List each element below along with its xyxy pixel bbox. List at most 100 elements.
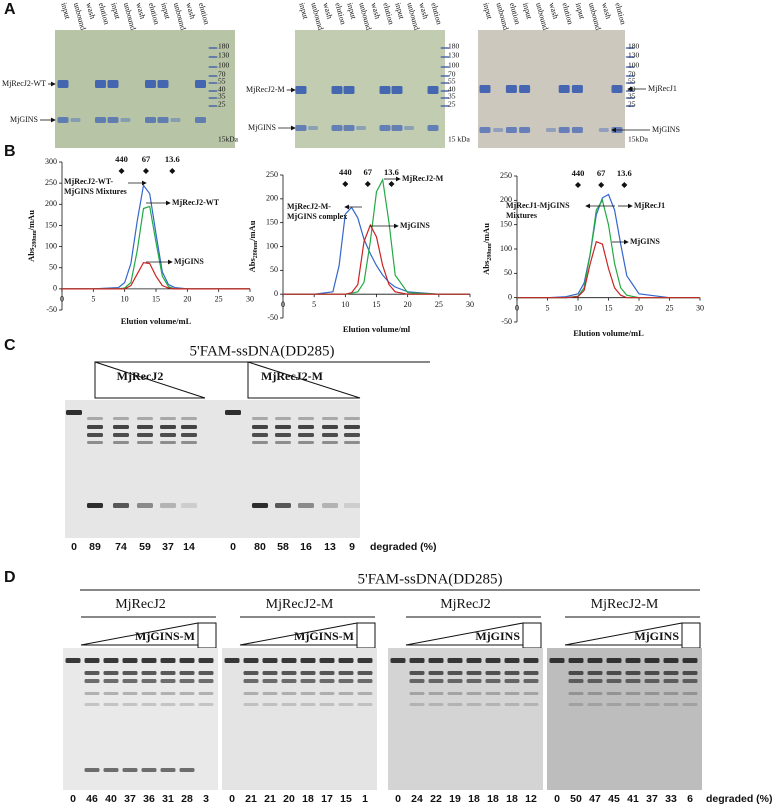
gel-band: [198, 658, 214, 663]
gel-band: [663, 692, 679, 695]
mw-label: 180: [448, 42, 460, 51]
gel-band: [95, 80, 106, 88]
degraded-value: 18: [302, 793, 314, 805]
gel-band: [357, 671, 373, 675]
gel-band: [275, 441, 291, 444]
lane-label: elution: [333, 2, 347, 26]
gel-band: [179, 692, 195, 695]
gel-band: [160, 658, 176, 663]
gel-band: [103, 703, 119, 706]
gel-band: [338, 679, 354, 683]
gel-band: [587, 658, 603, 663]
mw-label: 70: [448, 70, 456, 79]
degraded-value: 22: [430, 793, 442, 805]
lane-label: elution: [508, 2, 522, 26]
gel-band: [625, 703, 641, 706]
gel-band: [262, 679, 278, 683]
lane-label: wash: [84, 2, 97, 20]
gel-band: [160, 671, 176, 675]
gel-band: [357, 692, 373, 695]
gel-band: [606, 679, 622, 683]
gel-band: [300, 679, 316, 683]
gel-band: [181, 425, 197, 429]
y-tick-label: 100: [45, 241, 57, 250]
y-label-unit: /mAu: [26, 210, 36, 232]
gel-band: [682, 703, 698, 706]
gel-band: [295, 125, 307, 131]
gel-band: [262, 703, 278, 706]
enzyme-label: MjRecJ2: [440, 597, 491, 612]
series-line: [283, 223, 470, 295]
gel-band: [587, 679, 603, 683]
gel-band: [523, 692, 539, 695]
x-tick-label: 20: [404, 300, 412, 309]
gel-band: [65, 658, 81, 663]
degraded-value: 40: [105, 793, 117, 805]
gel-band: [120, 118, 131, 122]
gel-band: [300, 692, 316, 695]
gel-band: [198, 703, 214, 706]
panel-label: A: [4, 1, 16, 18]
gel-image: [65, 400, 360, 538]
y-tick-label: 200: [266, 194, 278, 203]
gel-band: [338, 658, 354, 663]
gel-band: [644, 692, 660, 695]
gel-band: [179, 703, 195, 706]
gel-band: [141, 768, 157, 772]
gel-band: [440, 66, 450, 68]
y-tick-label: 0: [53, 284, 57, 293]
gel-band: [281, 671, 297, 675]
standard-label: 67: [364, 167, 373, 177]
gel-band: [344, 441, 360, 444]
y-tick-label: 100: [266, 241, 278, 250]
mw-label: 15kDa: [218, 135, 239, 144]
degraded-value: 37: [124, 793, 136, 805]
gel-band: [113, 441, 129, 444]
gel-band: [519, 85, 531, 93]
series-line: [283, 206, 470, 295]
gel-band: [587, 703, 603, 706]
gel-band: [225, 410, 241, 415]
mw-label: 40: [218, 85, 226, 94]
mw-label: 40: [448, 85, 456, 94]
x-tick-label: 0: [281, 300, 285, 309]
partner-label: MjGINS-M: [135, 629, 195, 643]
gel-band: [331, 86, 343, 94]
degraded-value: 16: [300, 541, 312, 553]
gel-band: [141, 658, 157, 663]
gel-band: [179, 679, 195, 683]
y-axis-label: Abs280nm/mAu: [481, 223, 493, 275]
gel-band: [440, 82, 450, 84]
gel-band: [663, 658, 679, 663]
gel-band: [663, 679, 679, 683]
gel-band: [404, 126, 414, 130]
gel-band: [160, 503, 176, 508]
gel-band: [319, 679, 335, 683]
lane-label: wash: [600, 2, 613, 20]
mw-label: 55: [448, 77, 456, 86]
y-tick-label: -50: [267, 313, 278, 322]
y-tick-label: -50: [501, 317, 512, 326]
gel-band: [137, 425, 153, 429]
gel-band: [208, 66, 218, 68]
gel-band: [466, 658, 482, 663]
degraded-value: 59: [139, 541, 151, 553]
lane-label: input: [574, 2, 587, 21]
gel-band: [107, 80, 119, 88]
wedge-end: [522, 622, 542, 649]
gel-band: [344, 417, 360, 420]
y-axis-label: Abs280nm/mAu: [26, 210, 38, 262]
gel-band: [519, 127, 531, 133]
gel-band: [160, 703, 176, 706]
degraded-value: 50: [570, 793, 582, 805]
gel-band: [179, 768, 195, 772]
gel-band: [295, 86, 307, 94]
protein-label: MjRecJ2-M: [246, 85, 285, 94]
gel-band: [479, 127, 491, 133]
gel-band: [440, 97, 450, 99]
mw-label: 35: [448, 92, 456, 101]
gel-band: [141, 703, 157, 706]
panel-title: 5'FAM-ssDNA(DD285): [358, 571, 503, 587]
y-tick-label: 150: [500, 219, 512, 228]
